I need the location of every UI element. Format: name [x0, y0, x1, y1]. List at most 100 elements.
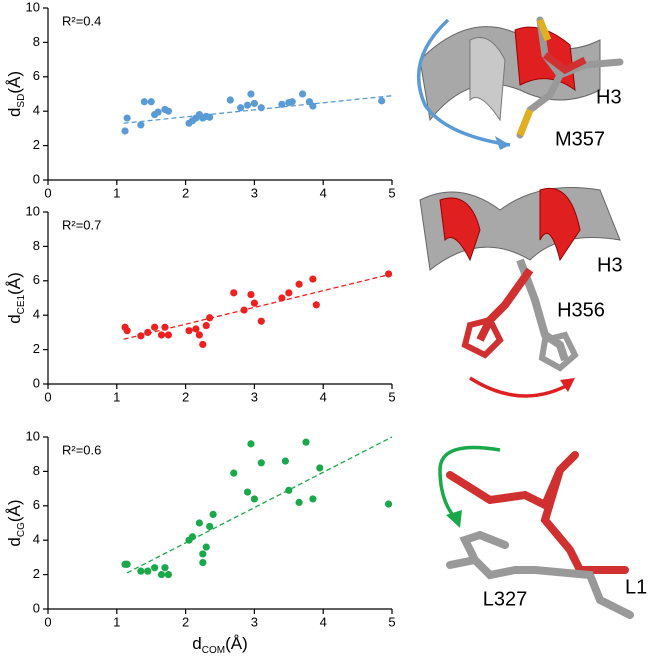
- y-axis-label: dCG(Å): [5, 499, 27, 546]
- point: [250, 99, 258, 108]
- y-axis-label-part: (Å): [5, 499, 24, 522]
- point: [226, 96, 234, 104]
- point: [281, 457, 289, 465]
- x-tick-label: 4: [320, 185, 327, 200]
- x-tick-label: 5: [388, 185, 395, 200]
- point: [230, 469, 238, 477]
- point: [384, 500, 393, 508]
- y-axis-label-part: d: [5, 314, 24, 323]
- y-tick-label: 4: [33, 532, 40, 547]
- y-tick-label: 8: [33, 238, 40, 253]
- point: [257, 104, 265, 112]
- structure-label: L327: [483, 588, 528, 610]
- point: [164, 571, 172, 579]
- point: [285, 486, 293, 494]
- x-tick-label: 4: [320, 614, 327, 629]
- point: [164, 331, 172, 339]
- point: [298, 90, 307, 98]
- y-tick-label: 2: [33, 566, 40, 581]
- point: [316, 464, 324, 472]
- y-axis-label-part: (Å): [5, 272, 24, 295]
- point: [154, 108, 162, 116]
- point: [123, 114, 131, 122]
- annotation: R²=0.7: [62, 217, 101, 232]
- point: [206, 314, 214, 322]
- point: [137, 567, 145, 575]
- structure-label: H356: [557, 299, 605, 321]
- y-tick-label: 8: [33, 463, 40, 478]
- y-tick-label: 0: [33, 171, 40, 186]
- structure-label: H3: [596, 86, 622, 108]
- point: [295, 498, 303, 506]
- trend-line: [123, 273, 393, 340]
- structure-3: [438, 445, 634, 619]
- point: [199, 558, 207, 567]
- y-tick-label: 4: [33, 307, 40, 322]
- x-tick-label: 0: [44, 614, 51, 629]
- point: [257, 459, 265, 467]
- x-axis-label-part: COM: [202, 645, 225, 656]
- point: [378, 97, 386, 105]
- x-axis-label-part: (Å): [225, 634, 248, 653]
- y-tick-label: 0: [33, 375, 40, 390]
- point: [288, 98, 296, 106]
- y-axis-label: dSD(Å): [5, 71, 27, 117]
- y-tick-label: 10: [26, 0, 40, 14]
- point: [151, 564, 159, 572]
- point: [199, 550, 207, 558]
- x-tick-label: 2: [182, 614, 189, 629]
- point: [384, 270, 393, 278]
- x-axis-label-part: d: [192, 634, 201, 653]
- point: [250, 299, 258, 307]
- y-axis-label-part: d: [5, 108, 24, 117]
- point: [257, 317, 265, 325]
- point: [230, 289, 238, 297]
- x-tick-label: 5: [388, 614, 395, 629]
- x-tick-label: 1: [113, 389, 120, 404]
- x-tick-label: 0: [44, 389, 51, 404]
- x-tick-label: 2: [182, 185, 189, 200]
- point: [195, 331, 203, 339]
- point: [123, 327, 131, 335]
- point: [250, 495, 258, 503]
- point: [161, 564, 169, 572]
- point: [199, 340, 207, 349]
- y-axis-label-part: CG: [16, 522, 27, 537]
- y-tick-label: 10: [26, 203, 40, 218]
- point: [147, 98, 155, 106]
- annotation: R²=0.6: [62, 442, 101, 457]
- y-tick-label: 6: [33, 272, 40, 287]
- point: [161, 323, 169, 331]
- point: [243, 101, 252, 109]
- structure-1: [417, 16, 624, 150]
- x-tick-label: 3: [251, 185, 258, 200]
- point: [137, 332, 145, 340]
- point: [312, 301, 320, 309]
- point: [206, 113, 214, 121]
- point: [188, 533, 197, 541]
- point: [164, 107, 172, 115]
- y-axis-label-part: CE1: [16, 294, 27, 314]
- y-axis-label: dCE1(Å): [5, 272, 27, 324]
- point: [157, 331, 166, 339]
- point: [195, 519, 203, 527]
- point: [121, 127, 129, 135]
- point: [140, 98, 148, 106]
- trend-line: [126, 436, 393, 574]
- x-tick-label: 3: [251, 389, 258, 404]
- point: [278, 294, 286, 302]
- point: [192, 325, 200, 333]
- y-tick-label: 8: [33, 34, 40, 49]
- y-tick-label: 6: [33, 497, 40, 512]
- point: [209, 510, 217, 518]
- y-axis-label-part: d: [5, 537, 24, 546]
- x-tick-label: 1: [113, 185, 120, 200]
- point: [309, 495, 317, 503]
- point: [237, 104, 245, 112]
- x-tick-label: 0: [44, 185, 51, 200]
- point: [247, 290, 255, 299]
- x-tick-label: 5: [388, 389, 395, 404]
- point: [151, 323, 159, 331]
- y-tick-label: 2: [33, 341, 40, 356]
- x-axis-label: dCOM(Å): [192, 634, 247, 656]
